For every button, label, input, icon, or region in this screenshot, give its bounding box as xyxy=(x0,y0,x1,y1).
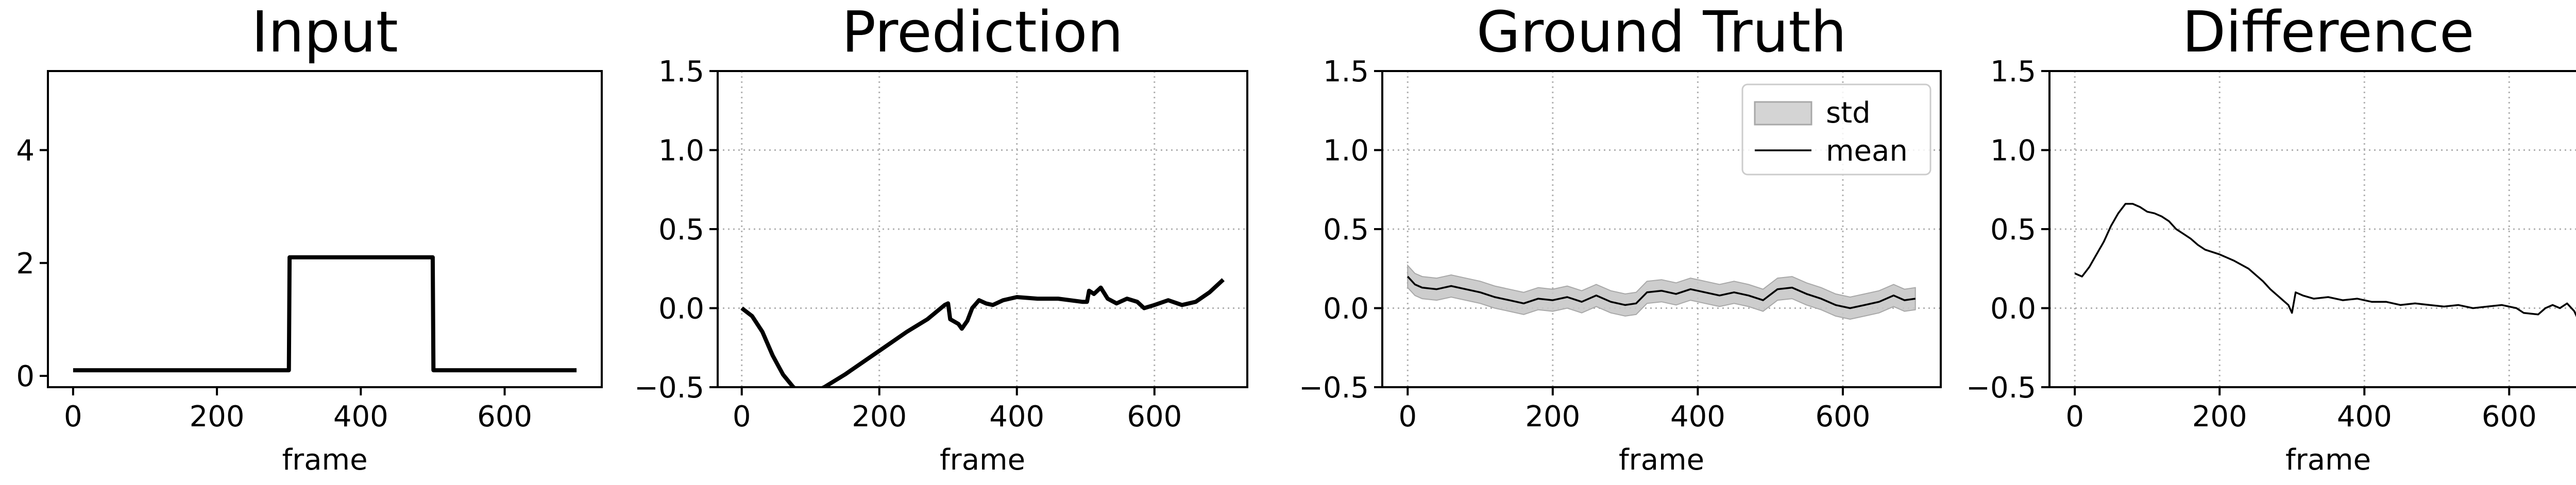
y-tick-label: 1.5 xyxy=(1990,55,2036,89)
legend: std mean xyxy=(1741,83,1931,176)
y-tick-label: 1.0 xyxy=(1990,134,2036,168)
x-axis-label: frame xyxy=(2285,443,2371,477)
x-axis-label: frame xyxy=(282,443,367,477)
series-line xyxy=(73,255,577,373)
x-tick-label: 600 xyxy=(2482,400,2537,434)
x-axis-label: frame xyxy=(940,443,1025,477)
axes-frame xyxy=(47,70,603,388)
y-tick-label: 0.5 xyxy=(1323,213,1369,247)
y-tick-label: −0.5 xyxy=(1299,371,1369,405)
y-tick-label: 0.5 xyxy=(1990,213,2036,247)
chart-title: Ground Truth xyxy=(1477,0,1846,65)
y-tick-label: 0.0 xyxy=(658,292,704,326)
x-tick-label: 400 xyxy=(333,400,388,434)
x-tick-label: 200 xyxy=(852,400,907,434)
x-tick-label: 0 xyxy=(1398,400,1417,434)
x-tick-label: 0 xyxy=(64,400,82,434)
chart-title: Input xyxy=(251,0,398,65)
x-tick-label: 600 xyxy=(1127,400,1182,434)
mean-line xyxy=(1407,275,1916,309)
y-tick-label: 0.0 xyxy=(1323,292,1369,326)
x-tick-label: 400 xyxy=(2337,400,2392,434)
panel-1: 0 200 400 600 0 2 4 Input frame xyxy=(16,0,603,477)
chart-title: Prediction xyxy=(842,0,1123,65)
y-tick-label: 0.0 xyxy=(1990,292,2036,326)
x-tick-label: 400 xyxy=(1670,400,1725,434)
y-tick-label: 4 xyxy=(16,134,35,168)
plot-area xyxy=(2074,203,2576,317)
plot-area xyxy=(73,255,577,373)
legend-swatch-std xyxy=(1754,101,1812,126)
series-line xyxy=(740,278,1225,387)
x-tick-label: 0 xyxy=(2065,400,2084,434)
x-tick-label: 400 xyxy=(989,400,1044,434)
panel-3: 0 200 400 600 −0.5 0.0 0.5 1.0 1.5 Ground Truth fr… xyxy=(1299,0,1942,477)
legend-label-std: std xyxy=(1826,96,1871,130)
panel-2: 0 200 400 600 −0.5 0.0 0.5 1.0 1.5 Prediction fram… xyxy=(634,0,1248,477)
y-tick-label: 0.5 xyxy=(658,213,704,247)
panel-4: 0 200 400 600 −0.5 0.0 0.5 1.0 1.5 Difference fram… xyxy=(1966,0,2576,477)
x-axis-label: frame xyxy=(1619,443,1704,477)
x-tick-label: 200 xyxy=(2192,400,2247,434)
plot-area xyxy=(1407,264,1916,320)
chart-title: Difference xyxy=(2182,0,2474,65)
x-tick-label: 200 xyxy=(190,400,245,434)
x-tick-label: 600 xyxy=(1816,400,1871,434)
y-tick-label: 2 xyxy=(16,247,35,281)
y-tick-label: 0 xyxy=(16,360,35,393)
series-line xyxy=(2074,203,2576,317)
y-tick-label: 1.5 xyxy=(1323,55,1369,89)
axes-frame xyxy=(717,70,1248,388)
y-tick-label: 1.0 xyxy=(658,134,704,168)
y-tick-label: 1.5 xyxy=(658,55,704,89)
x-tick-label: 600 xyxy=(477,400,532,434)
std-band xyxy=(1407,264,1916,320)
y-tick-label: 1.0 xyxy=(1323,134,1369,168)
y-tick-label: −0.5 xyxy=(634,371,704,405)
x-tick-label: 200 xyxy=(1525,400,1580,434)
legend-label-mean: mean xyxy=(1826,134,1908,168)
x-tick-label: 0 xyxy=(733,400,751,434)
y-tick-label: −0.5 xyxy=(1966,371,2036,405)
plot-area xyxy=(740,278,1225,387)
